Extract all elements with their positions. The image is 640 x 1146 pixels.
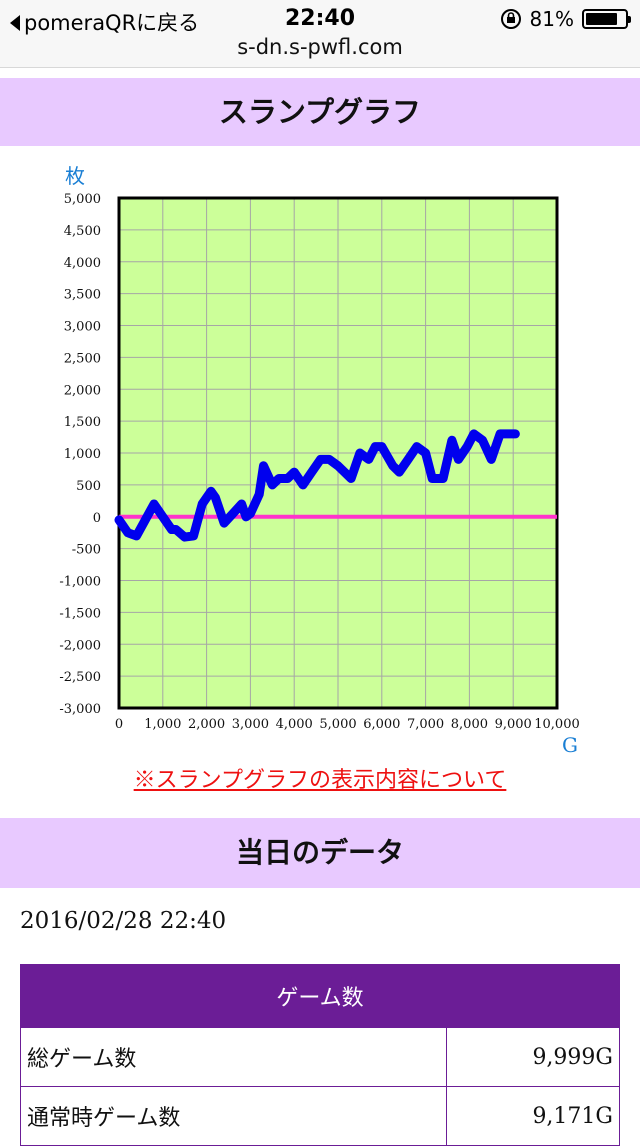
x-tick-label: 8,000 — [451, 717, 488, 732]
data-datetime: 2016/02/28 22:40 — [20, 908, 227, 934]
x-tick-label: 3,000 — [232, 717, 269, 732]
x-tick-label: 5,000 — [319, 717, 356, 732]
x-tick-label: 2,000 — [188, 717, 225, 732]
row-label: 総ゲーム数 — [20, 1027, 447, 1087]
row-label: 通常時ゲーム数 — [20, 1086, 447, 1146]
back-to-app-button[interactable]: pomeraQRに戻る — [10, 7, 199, 37]
y-tick-label: 2,500 — [64, 351, 101, 366]
game-count-table: ゲーム数 総ゲーム数 9,999G 通常時ゲーム数 9,171G — [20, 964, 620, 1146]
back-label: pomeraQRに戻る — [24, 11, 200, 35]
table-header: ゲーム数 — [20, 964, 620, 1028]
row-value: 9,999G — [446, 1027, 620, 1087]
slump-chart: 5,000 4,500 4,000 3,500 3,000 2,500 2,000 1,500… — [59, 164, 580, 757]
table-row: 通常時ゲーム数 9,171G — [20, 1086, 620, 1146]
y-tick-label: 4,000 — [64, 256, 101, 271]
slump-graph-title: スランプグラフ — [0, 78, 640, 146]
today-data-title: 当日のデータ — [0, 818, 640, 888]
y-tick-label: 4,500 — [64, 224, 101, 239]
y-tick-label: -1,000 — [59, 575, 101, 590]
y-tick-label: 3,000 — [64, 320, 101, 335]
y-tick-label: -3,000 — [59, 702, 101, 717]
x-tick-label: 10,000 — [534, 717, 580, 732]
status-bar: pomeraQRに戻る 22:40 81% — [0, 0, 640, 36]
table-row: 総ゲーム数 9,999G — [20, 1027, 620, 1087]
plot-frame — [117, 196, 559, 710]
row-value: 9,171G — [446, 1086, 620, 1146]
clock: 22:40 — [284, 6, 356, 31]
y-tick-label: 500 — [76, 479, 101, 494]
y-tick-label: 5,000 — [64, 192, 101, 207]
x-tick-label: 9,000 — [495, 717, 532, 732]
y-axis-label: 枚 — [65, 164, 85, 188]
battery-icon — [582, 9, 631, 29]
y-tick-label: 1,500 — [64, 415, 101, 430]
url-bar[interactable]: s-dn.s-pwfl.com — [0, 36, 640, 68]
x-tick-label: 0 — [115, 717, 123, 732]
x-tick-label: 4,000 — [276, 717, 313, 732]
y-tick-label: 0 — [93, 511, 101, 526]
y-tick-label: 3,500 — [64, 288, 101, 303]
y-tick-label: -2,500 — [59, 670, 101, 685]
x-tick-label: 6,000 — [363, 717, 400, 732]
y-tick-label: -500 — [72, 543, 101, 558]
y-tick-label: 2,000 — [64, 383, 101, 398]
rotation-lock-icon — [500, 9, 521, 29]
y-tick-label: -2,000 — [59, 638, 101, 653]
x-tick-label: 1,000 — [144, 717, 181, 732]
series-line — [114, 429, 520, 542]
y-tick-label: 1,000 — [64, 447, 101, 462]
back-arrow-icon — [10, 14, 20, 31]
slump-graph-info-link[interactable]: ※スランプグラフの表示内容について — [133, 768, 507, 793]
battery-percent: 81% — [529, 7, 574, 31]
x-tick-label: 7,000 — [407, 717, 444, 732]
x-axis-label: G — [562, 733, 578, 757]
y-tick-label: -1,500 — [59, 606, 101, 621]
